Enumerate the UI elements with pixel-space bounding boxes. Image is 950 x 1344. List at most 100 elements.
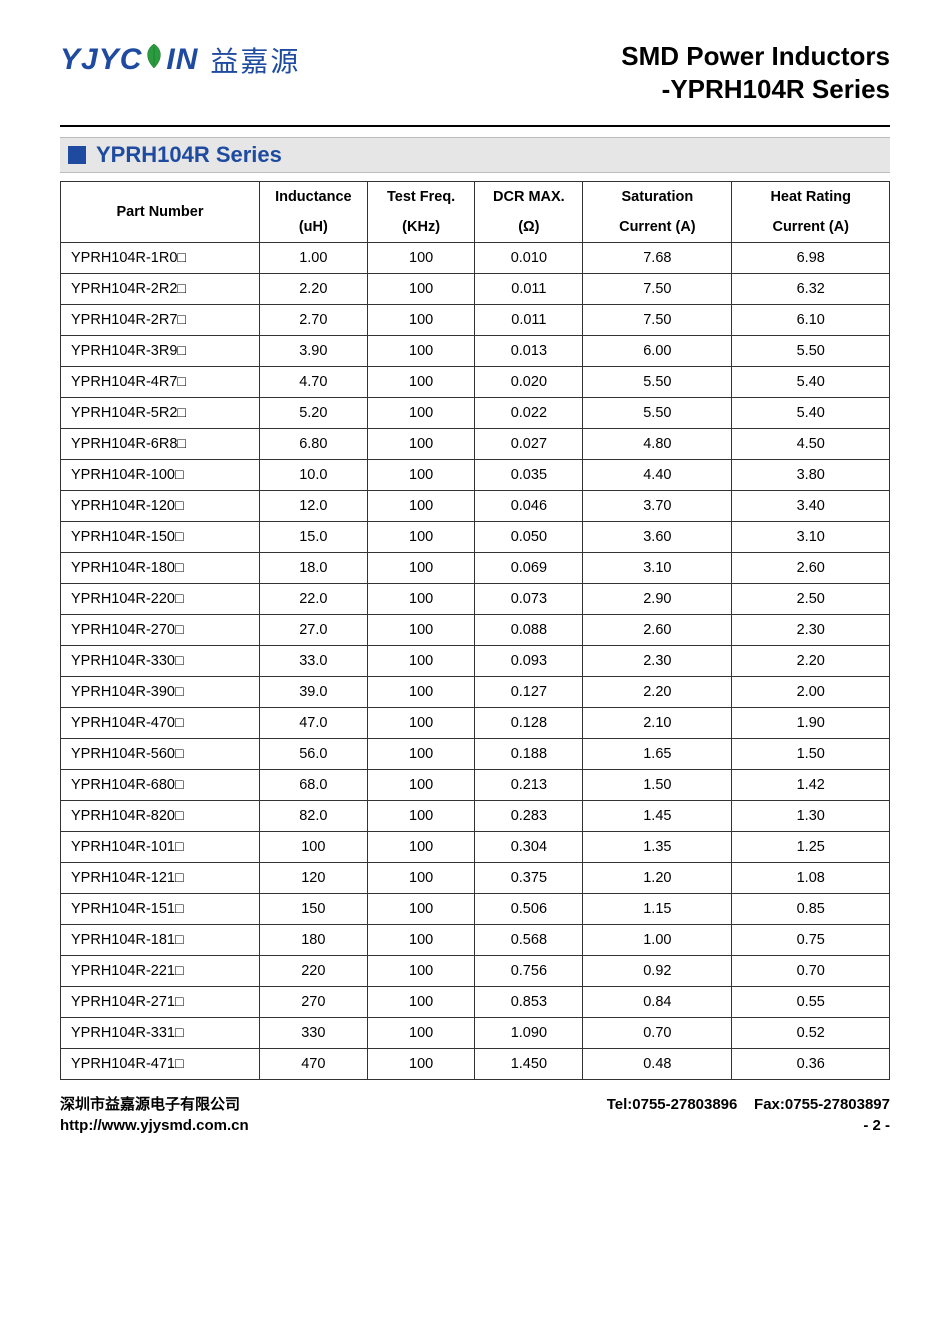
spec-cell: 0.069: [475, 553, 583, 584]
page-number: - 2 -: [863, 1115, 890, 1136]
spec-cell: 3.90: [259, 336, 367, 367]
spec-cell: 1.42: [732, 770, 890, 801]
leaf-icon: [143, 43, 165, 77]
spec-cell: 0.020: [475, 367, 583, 398]
spec-cell: 150: [259, 894, 367, 925]
spec-cell: 0.128: [475, 708, 583, 739]
spec-cell: 6.80: [259, 429, 367, 460]
spec-cell: 1.90: [732, 708, 890, 739]
spec-cell: 2.20: [583, 677, 732, 708]
spec-cell: 100: [367, 832, 475, 863]
table-row: YPRH104R-121□1201000.3751.201.08: [61, 863, 890, 894]
spec-cell: 0.027: [475, 429, 583, 460]
spec-cell: 12.0: [259, 491, 367, 522]
col-unit-4: Current (A): [583, 212, 732, 243]
table-row: YPRH104R-180□18.01000.0693.102.60: [61, 553, 890, 584]
col-header-4: Saturation: [583, 182, 732, 213]
spec-cell: 0.506: [475, 894, 583, 925]
spec-cell: 47.0: [259, 708, 367, 739]
spec-cell: 100: [367, 491, 475, 522]
table-row: YPRH104R-2R2□2.201000.0117.506.32: [61, 274, 890, 305]
table-row: YPRH104R-270□27.01000.0882.602.30: [61, 615, 890, 646]
spec-cell: 100: [367, 1049, 475, 1080]
spec-cell: 100: [367, 429, 475, 460]
spec-cell: 120: [259, 863, 367, 894]
spec-cell: 100: [367, 243, 475, 274]
part-number-cell: YPRH104R-1R0□: [61, 243, 260, 274]
part-number-cell: YPRH104R-390□: [61, 677, 260, 708]
part-number-cell: YPRH104R-680□: [61, 770, 260, 801]
footer-company: 深圳市益嘉源电子有限公司: [60, 1094, 240, 1115]
spec-cell: 0.853: [475, 987, 583, 1018]
col-unit-3: (Ω): [475, 212, 583, 243]
spec-cell: 100: [367, 584, 475, 615]
spec-cell: 6.98: [732, 243, 890, 274]
spec-cell: 1.25: [732, 832, 890, 863]
spec-cell: 5.40: [732, 367, 890, 398]
col-unit-2: (KHz): [367, 212, 475, 243]
spec-cell: 100: [367, 1018, 475, 1049]
page-header: YJYC IN 益嘉源 SMD Power Inductors -YPRH104…: [60, 40, 890, 105]
table-row: YPRH104R-4R7□4.701000.0205.505.40: [61, 367, 890, 398]
company-logo: YJYC IN 益嘉源: [60, 40, 300, 80]
spec-cell: 0.050: [475, 522, 583, 553]
spec-cell: 100: [367, 677, 475, 708]
footer-url: http://www.yjysmd.com.cn: [60, 1115, 249, 1136]
spec-cell: 0.283: [475, 801, 583, 832]
spec-cell: 0.035: [475, 460, 583, 491]
spec-cell: 4.70: [259, 367, 367, 398]
part-number-cell: YPRH104R-3R9□: [61, 336, 260, 367]
spec-cell: 100: [367, 460, 475, 491]
col-header-2: Test Freq.: [367, 182, 475, 213]
spec-cell: 0.48: [583, 1049, 732, 1080]
spec-cell: 0.55: [732, 987, 890, 1018]
table-row: YPRH104R-220□22.01000.0732.902.50: [61, 584, 890, 615]
part-number-cell: YPRH104R-221□: [61, 956, 260, 987]
spec-cell: 100: [367, 274, 475, 305]
logo-latin: YJYC IN: [60, 43, 198, 77]
spec-cell: 27.0: [259, 615, 367, 646]
spec-cell: 3.40: [732, 491, 890, 522]
spec-cell: 1.450: [475, 1049, 583, 1080]
spec-cell: 2.70: [259, 305, 367, 336]
spec-cell: 56.0: [259, 739, 367, 770]
part-number-cell: YPRH104R-330□: [61, 646, 260, 677]
spec-cell: 82.0: [259, 801, 367, 832]
part-number-cell: YPRH104R-2R7□: [61, 305, 260, 336]
spec-cell: 4.50: [732, 429, 890, 460]
spec-cell: 0.756: [475, 956, 583, 987]
part-number-cell: YPRH104R-220□: [61, 584, 260, 615]
spec-cell: 2.20: [732, 646, 890, 677]
logo-text-1: YJYC: [60, 43, 142, 77]
part-number-cell: YPRH104R-180□: [61, 553, 260, 584]
spec-cell: 0.127: [475, 677, 583, 708]
table-row: YPRH104R-2R7□2.701000.0117.506.10: [61, 305, 890, 336]
doc-title-line1: SMD Power Inductors: [621, 40, 890, 73]
spec-cell: 470: [259, 1049, 367, 1080]
spec-cell: 0.92: [583, 956, 732, 987]
part-number-cell: YPRH104R-6R8□: [61, 429, 260, 460]
spec-cell: 0.36: [732, 1049, 890, 1080]
table-body: YPRH104R-1R0□1.001000.0107.686.98YPRH104…: [61, 243, 890, 1080]
spec-cell: 3.60: [583, 522, 732, 553]
spec-cell: 1.45: [583, 801, 732, 832]
spec-cell: 330: [259, 1018, 367, 1049]
spec-cell: 2.90: [583, 584, 732, 615]
part-number-cell: YPRH104R-331□: [61, 1018, 260, 1049]
part-number-cell: YPRH104R-270□: [61, 615, 260, 646]
part-number-cell: YPRH104R-121□: [61, 863, 260, 894]
spec-cell: 1.00: [583, 925, 732, 956]
part-number-cell: YPRH104R-470□: [61, 708, 260, 739]
spec-cell: 100: [367, 398, 475, 429]
part-number-cell: YPRH104R-271□: [61, 987, 260, 1018]
spec-cell: 0.304: [475, 832, 583, 863]
spec-cell: 0.375: [475, 863, 583, 894]
table-row: YPRH104R-151□1501000.5061.150.85: [61, 894, 890, 925]
table-row: YPRH104R-100□10.01000.0354.403.80: [61, 460, 890, 491]
spec-cell: 100: [367, 801, 475, 832]
logo-chinese: 益嘉源: [210, 40, 300, 80]
spec-cell: 0.70: [732, 956, 890, 987]
spec-cell: 2.30: [583, 646, 732, 677]
spec-cell: 1.50: [732, 739, 890, 770]
spec-cell: 3.70: [583, 491, 732, 522]
